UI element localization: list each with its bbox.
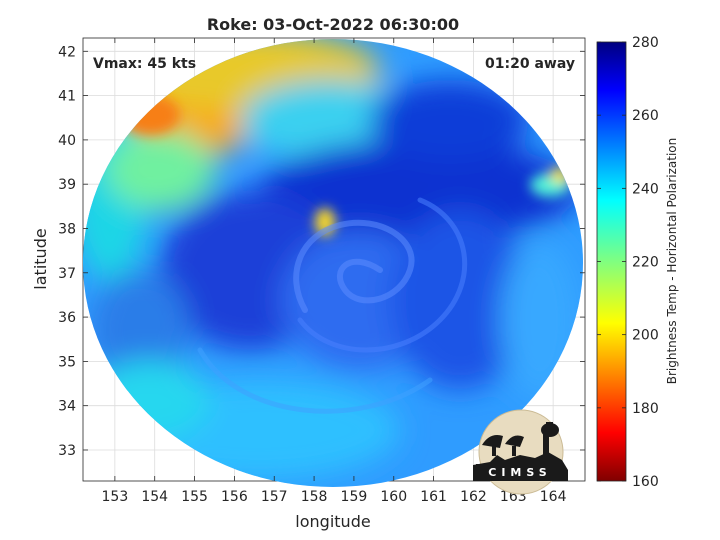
y-tick-label: 36 [58, 310, 76, 326]
y-tick-label: 41 [58, 89, 76, 105]
y-tick-label: 35 [58, 354, 76, 370]
colorbar: 160 180 200 220 240 260 280 Brightness Temp - … [596, 35, 679, 490]
y-tick-label: 38 [58, 221, 76, 237]
x-tick-label: 160 [380, 489, 407, 505]
y-tick-label: 40 [58, 133, 76, 149]
colorbar-tick-label: 160 [632, 474, 659, 490]
colorbar-tick-label: 180 [632, 401, 659, 417]
x-tick-label: 155 [181, 489, 208, 505]
time-away-annotation: 01:20 away [485, 56, 575, 72]
colorbar-tick-label: 200 [632, 328, 659, 344]
colorbar-ticks: 160 180 200 220 240 260 280 [597, 35, 659, 490]
x-tick-label: 156 [221, 489, 248, 505]
y-tick-label: 42 [58, 44, 76, 60]
colorbar-tick-label: 280 [632, 35, 659, 51]
x-tick-label: 158 [301, 489, 328, 505]
chart-title: Roke: 03-Oct-2022 06:30:00 [207, 15, 459, 34]
x-axis-label: longitude [295, 512, 370, 531]
y-tick-label: 34 [58, 399, 76, 415]
colorbar-scale [596, 41, 627, 482]
cimss-logo: CIMSS [473, 409, 568, 495]
colorbar-tick-label: 240 [632, 181, 659, 197]
logo-text: CIMSS [488, 466, 551, 479]
x-tick-labels: 153 154 155 156 157 158 159 160 161 162 163 164 [102, 489, 567, 505]
x-tick-label: 154 [141, 489, 168, 505]
x-tick-label: 164 [540, 489, 567, 505]
colorbar-tick-label: 220 [632, 255, 659, 271]
y-axis-label: latitude [31, 228, 50, 289]
x-tick-label: 159 [341, 489, 368, 505]
colorbar-tick-label: 260 [632, 108, 659, 124]
y-tick-labels: 33 34 35 36 37 38 39 40 41 42 [58, 44, 76, 459]
y-tick-label: 37 [58, 266, 76, 282]
colorbar-label: Brightness Temp - Horizontal Polarizatio… [665, 138, 679, 385]
vmax-annotation: Vmax: 45 kts [93, 56, 196, 72]
x-tick-label: 157 [261, 489, 288, 505]
y-tick-label: 39 [58, 177, 76, 193]
y-tick-label: 33 [58, 443, 76, 459]
x-tick-label: 162 [460, 489, 487, 505]
axis-ticks [83, 38, 585, 481]
x-tick-label: 161 [420, 489, 447, 505]
x-tick-label: 153 [102, 489, 129, 505]
